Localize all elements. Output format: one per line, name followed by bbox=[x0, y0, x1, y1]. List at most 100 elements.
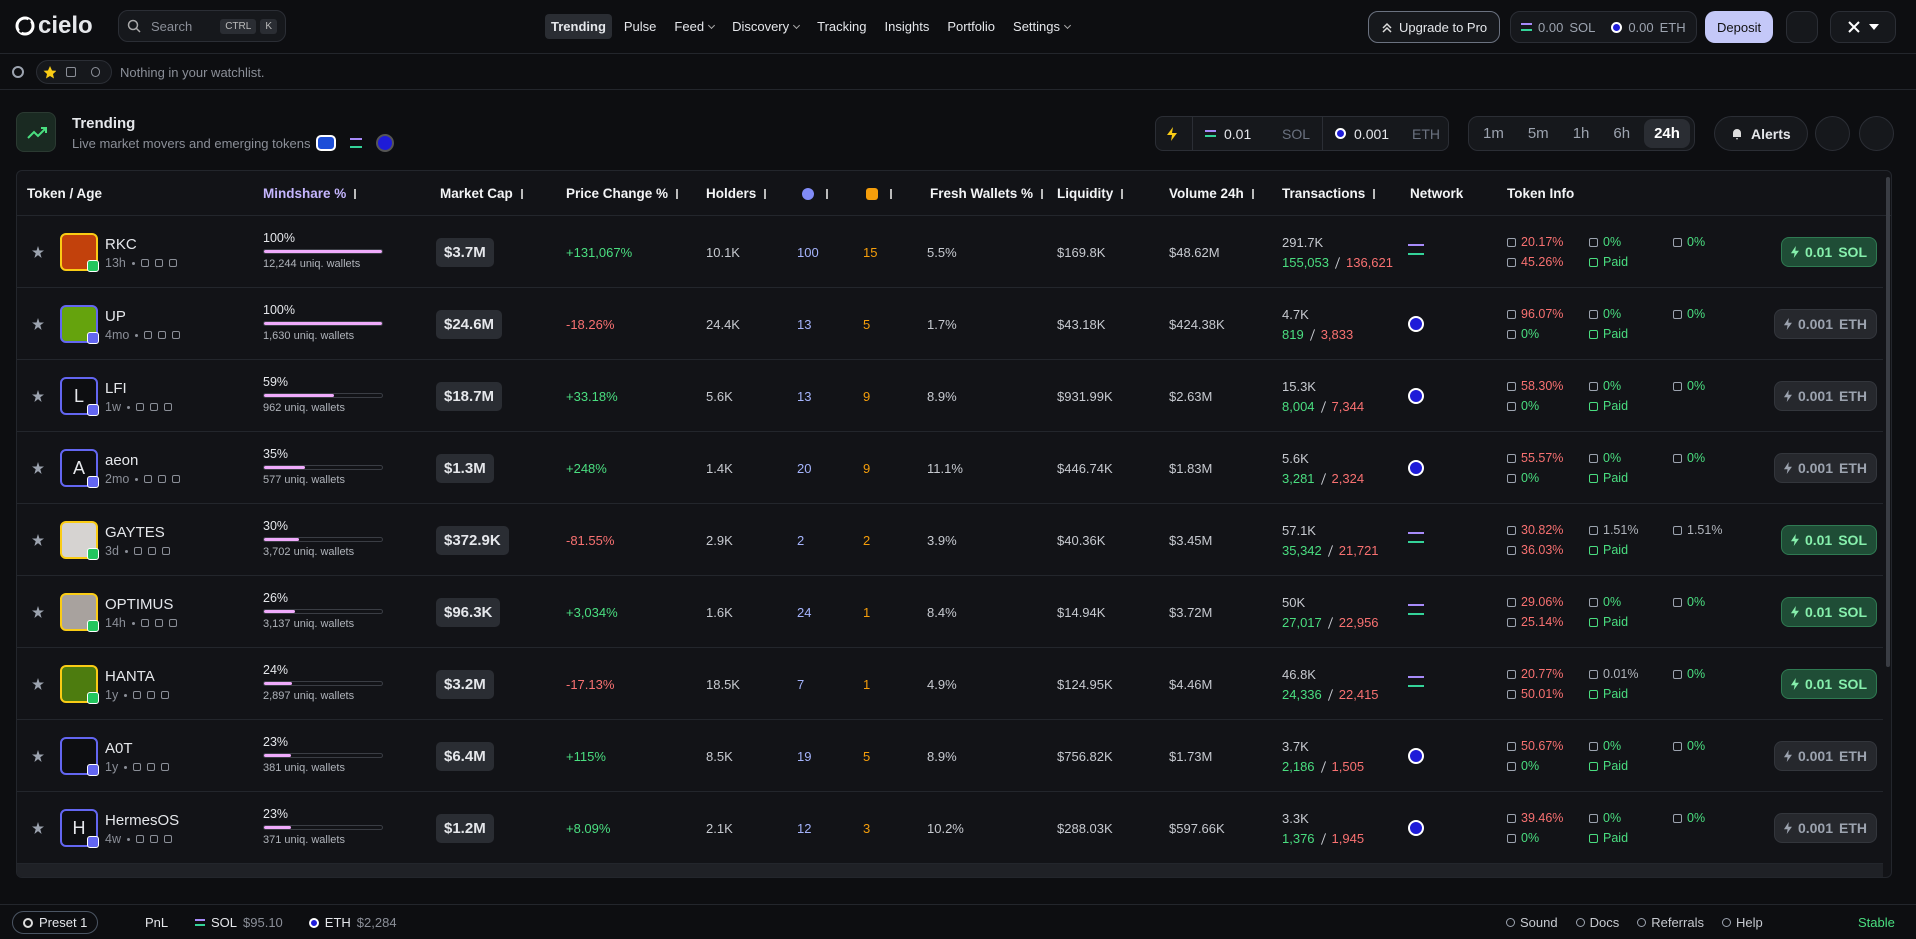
quick-buy-button[interactable]: 0.01 SOL bbox=[1780, 237, 1877, 267]
network[interactable] bbox=[1408, 820, 1424, 836]
token-row[interactable]: GAYTES 3d 30% 3,702 uniq. wallets $372.9K -81… bbox=[17, 504, 1883, 576]
quick-buy-button[interactable]: 0.01 SOL bbox=[1780, 669, 1877, 699]
link-icon[interactable] bbox=[135, 835, 144, 843]
link-icon[interactable] bbox=[154, 259, 163, 267]
device-button[interactable] bbox=[1786, 11, 1818, 43]
column-header[interactable]: Holders bbox=[706, 171, 767, 216]
quick-buy-button[interactable]: 0.001 ETH bbox=[1773, 381, 1877, 411]
footer-link[interactable]: Docs bbox=[1575, 915, 1619, 930]
nav-link[interactable]: Discovery bbox=[726, 14, 805, 39]
token-row[interactable]: H HermesOS 4w 23% 371 uniq. wallets $1.2M +8.0… bbox=[17, 792, 1883, 864]
network[interactable] bbox=[1408, 316, 1424, 332]
timeframe[interactable]: 24h bbox=[1644, 119, 1690, 148]
token-row[interactable]: UP 4mo 100% 1,630 uniq. wallets $24.6M -18.26… bbox=[17, 288, 1883, 360]
network[interactable] bbox=[1408, 532, 1424, 544]
chain-filter[interactable] bbox=[376, 134, 394, 152]
column-header[interactable]: Market Cap bbox=[440, 171, 523, 216]
column-header[interactable]: Transactions bbox=[1282, 171, 1376, 216]
search[interactable]: Search CTRL K bbox=[118, 10, 286, 42]
link-icon[interactable] bbox=[161, 547, 170, 555]
link-icon[interactable] bbox=[140, 619, 149, 627]
icon-column-header[interactable] bbox=[866, 171, 892, 216]
network[interactable] bbox=[1408, 388, 1424, 404]
nav-link[interactable]: Tracking bbox=[811, 14, 872, 39]
link-icon[interactable] bbox=[133, 547, 142, 555]
pnl-link[interactable]: PnL bbox=[145, 915, 169, 930]
nav-link[interactable]: Trending bbox=[545, 14, 612, 39]
star[interactable] bbox=[32, 246, 44, 258]
star-tab[interactable] bbox=[43, 65, 57, 79]
chain-filter[interactable] bbox=[316, 135, 336, 151]
buy-amount[interactable]: 0.01 SOL bbox=[1192, 116, 1310, 151]
link-icon[interactable] bbox=[163, 835, 172, 843]
footer-link[interactable]: Referrals bbox=[1637, 915, 1704, 930]
chart-tab[interactable] bbox=[66, 67, 76, 77]
network[interactable] bbox=[1408, 460, 1424, 476]
quick-buy-button[interactable]: 0.001 ETH bbox=[1773, 741, 1877, 771]
column-header[interactable]: Price Change % bbox=[566, 171, 679, 216]
quick-buy-button[interactable]: 0.001 ETH bbox=[1773, 309, 1877, 339]
nav-link[interactable]: Pulse bbox=[618, 14, 663, 39]
nav-link[interactable]: Insights bbox=[879, 14, 936, 39]
network[interactable] bbox=[1408, 244, 1424, 256]
star[interactable] bbox=[32, 750, 44, 762]
footer-link[interactable]: Help bbox=[1721, 915, 1763, 930]
token-row[interactable]: A0T 1y 23% 381 uniq. wallets $6.4M +115% 8.5K 1… bbox=[17, 720, 1883, 792]
link-icon[interactable] bbox=[133, 691, 142, 699]
token-row[interactable]: OPTIMUS 14h 26% 3,137 uniq. wallets $96.3K +3… bbox=[17, 576, 1883, 648]
link-icon[interactable] bbox=[161, 763, 170, 771]
token-row[interactable]: L LFI 1w 59% 962 uniq. wallets $18.7M +33.18% 5… bbox=[17, 360, 1883, 432]
deposit-button[interactable]: Deposit bbox=[1705, 11, 1774, 43]
alerts-button[interactable]: Alerts bbox=[1714, 116, 1808, 151]
balances[interactable]: 0.00 SOL 0.00 ETH bbox=[1510, 11, 1697, 43]
star[interactable] bbox=[32, 462, 44, 474]
history-tab[interactable] bbox=[90, 67, 100, 77]
column-header[interactable]: Fresh Wallets % bbox=[930, 171, 1044, 216]
logo[interactable]: cielo bbox=[14, 12, 93, 40]
star[interactable] bbox=[32, 606, 44, 618]
link-icon[interactable] bbox=[135, 403, 144, 411]
link-icon[interactable] bbox=[144, 475, 153, 483]
network[interactable] bbox=[1408, 604, 1424, 616]
column-header[interactable]: Mindshare % bbox=[263, 171, 357, 216]
quick-buy-button[interactable]: 0.001 ETH bbox=[1773, 813, 1877, 843]
link-icon[interactable] bbox=[168, 259, 177, 267]
timeframe[interactable]: 6h bbox=[1613, 125, 1631, 142]
link-icon[interactable] bbox=[168, 619, 177, 627]
link-icon[interactable] bbox=[154, 619, 163, 627]
preset-button[interactable]: Preset 1 bbox=[12, 911, 99, 934]
link-icon[interactable] bbox=[149, 403, 158, 411]
link-icon[interactable] bbox=[149, 835, 158, 843]
link-icon[interactable] bbox=[144, 331, 153, 339]
upgrade-button[interactable]: Upgrade to Pro bbox=[1368, 11, 1501, 43]
timeframe[interactable]: 1m bbox=[1483, 125, 1504, 142]
token-row[interactable]: RKC 13h 100% 12,244 uniq. wallets $3.7M +131,… bbox=[17, 216, 1883, 288]
icon-column-header[interactable] bbox=[802, 171, 828, 216]
quick-buy-button[interactable]: 0.01 SOL bbox=[1780, 525, 1877, 555]
settings-button[interactable] bbox=[1815, 116, 1850, 151]
star[interactable] bbox=[32, 318, 44, 330]
quick-buy-button[interactable]: 0.01 SOL bbox=[1780, 597, 1877, 627]
link-icon[interactable] bbox=[147, 763, 156, 771]
star[interactable] bbox=[32, 678, 44, 690]
timeframe[interactable]: 5m bbox=[1527, 125, 1549, 142]
filter-button[interactable] bbox=[1859, 116, 1894, 151]
star[interactable] bbox=[32, 390, 44, 402]
link-icon[interactable] bbox=[172, 475, 181, 483]
watchlist-tabs[interactable] bbox=[36, 60, 112, 84]
watchlist-settings[interactable] bbox=[12, 66, 24, 78]
network[interactable] bbox=[1408, 676, 1424, 688]
nav-link[interactable]: Feed bbox=[668, 14, 720, 39]
column-header[interactable]: Volume 24h bbox=[1169, 171, 1254, 216]
column-header[interactable]: Liquidity bbox=[1057, 171, 1124, 216]
quick-buy-button[interactable]: 0.001 ETH bbox=[1773, 453, 1877, 483]
link-icon[interactable] bbox=[158, 475, 167, 483]
timeframe[interactable]: 1h bbox=[1572, 125, 1590, 142]
star[interactable] bbox=[32, 534, 44, 546]
link-icon[interactable] bbox=[161, 691, 170, 699]
link-icon[interactable] bbox=[163, 403, 172, 411]
link-icon[interactable] bbox=[158, 331, 167, 339]
link-icon[interactable] bbox=[147, 547, 156, 555]
footer-link[interactable]: Sound bbox=[1506, 915, 1558, 930]
